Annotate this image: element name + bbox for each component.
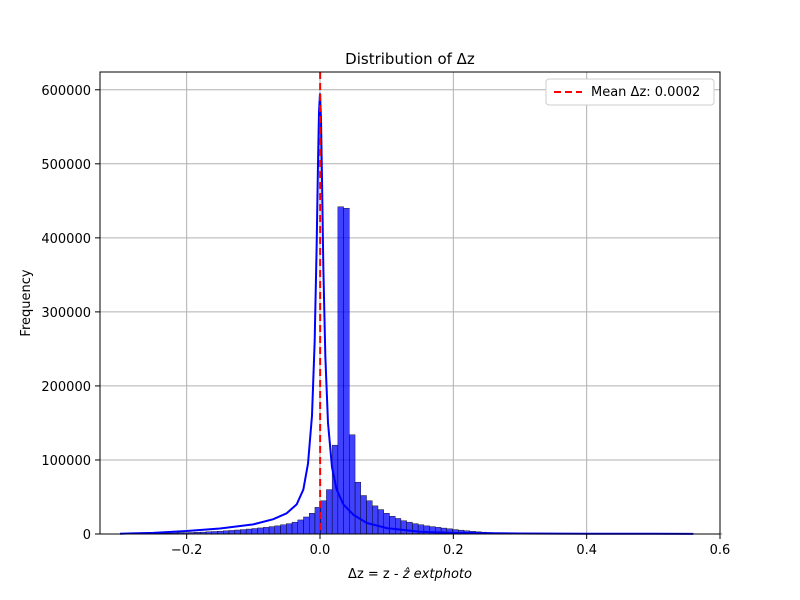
histogram-bar [234, 529, 241, 535]
x-axis-label: Δz = z - ẑ extphoto [348, 567, 472, 582]
histogram-bar [251, 528, 258, 535]
histogram-bar [383, 513, 390, 535]
histogram-bar [377, 509, 384, 535]
histogram-bar [389, 516, 396, 535]
y-tick-label: 100000 [41, 454, 91, 469]
chart-title: Distribution of Δz [345, 50, 475, 68]
x-tick-label: −0.2 [171, 543, 203, 558]
histogram-bar [309, 513, 316, 535]
histogram-bar [263, 527, 270, 535]
x-tick-label: 0.4 [576, 543, 597, 558]
histogram-bar [240, 529, 247, 535]
y-tick-label: 500000 [41, 158, 91, 173]
y-tick-label: 0 [83, 528, 91, 543]
histogram-bar [343, 208, 350, 535]
grid-lines [100, 72, 721, 535]
kde-curve [119, 93, 694, 535]
histogram-bar [245, 528, 253, 535]
histogram-bar [268, 526, 276, 535]
histogram-bar [372, 505, 379, 535]
histogram-bar [257, 527, 264, 535]
histogram-bar [228, 530, 235, 535]
y-tick-label: 200000 [41, 380, 91, 395]
histogram-bar [286, 523, 293, 535]
plot-frame [99, 71, 721, 535]
histogram-bar [395, 518, 402, 535]
histogram-bar [349, 434, 356, 535]
x-tick-label: 0.2 [443, 543, 464, 558]
legend-label-mean: Mean Δz: 0.0002 [591, 85, 700, 100]
x-tick-label: 0.6 [710, 543, 731, 558]
histogram-bar [280, 524, 287, 535]
histogram-bar [297, 519, 304, 535]
histogram-bar [326, 489, 333, 535]
histogram-bar [337, 206, 344, 535]
y-tick-label: 300000 [41, 306, 91, 321]
y-axis-label: Frequency [19, 269, 34, 336]
histogram-bar [366, 500, 373, 535]
histogram-bar [400, 520, 407, 535]
histogram-bar [274, 525, 281, 535]
legend: Mean Δz: 0.0002 [545, 78, 715, 106]
histogram-bar [354, 481, 362, 535]
histogram-bar [291, 521, 298, 535]
y-axis-ticks: 0 100000 200000 300000 400000 500000 600000 [41, 84, 100, 543]
x-tick-label: 0.0 [310, 543, 331, 558]
histogram-bar [360, 495, 367, 535]
histogram-bar [303, 516, 310, 535]
y-tick-label: 600000 [41, 84, 91, 99]
histogram-bar [314, 507, 321, 535]
x-axis-ticks: −0.2 0.0 0.2 0.4 0.6 [171, 534, 730, 558]
y-tick-label: 400000 [41, 232, 91, 247]
histogram-bar [320, 500, 327, 535]
histogram-bars [119, 206, 723, 535]
legend-box [545, 78, 715, 106]
histogram-bar [406, 521, 413, 535]
